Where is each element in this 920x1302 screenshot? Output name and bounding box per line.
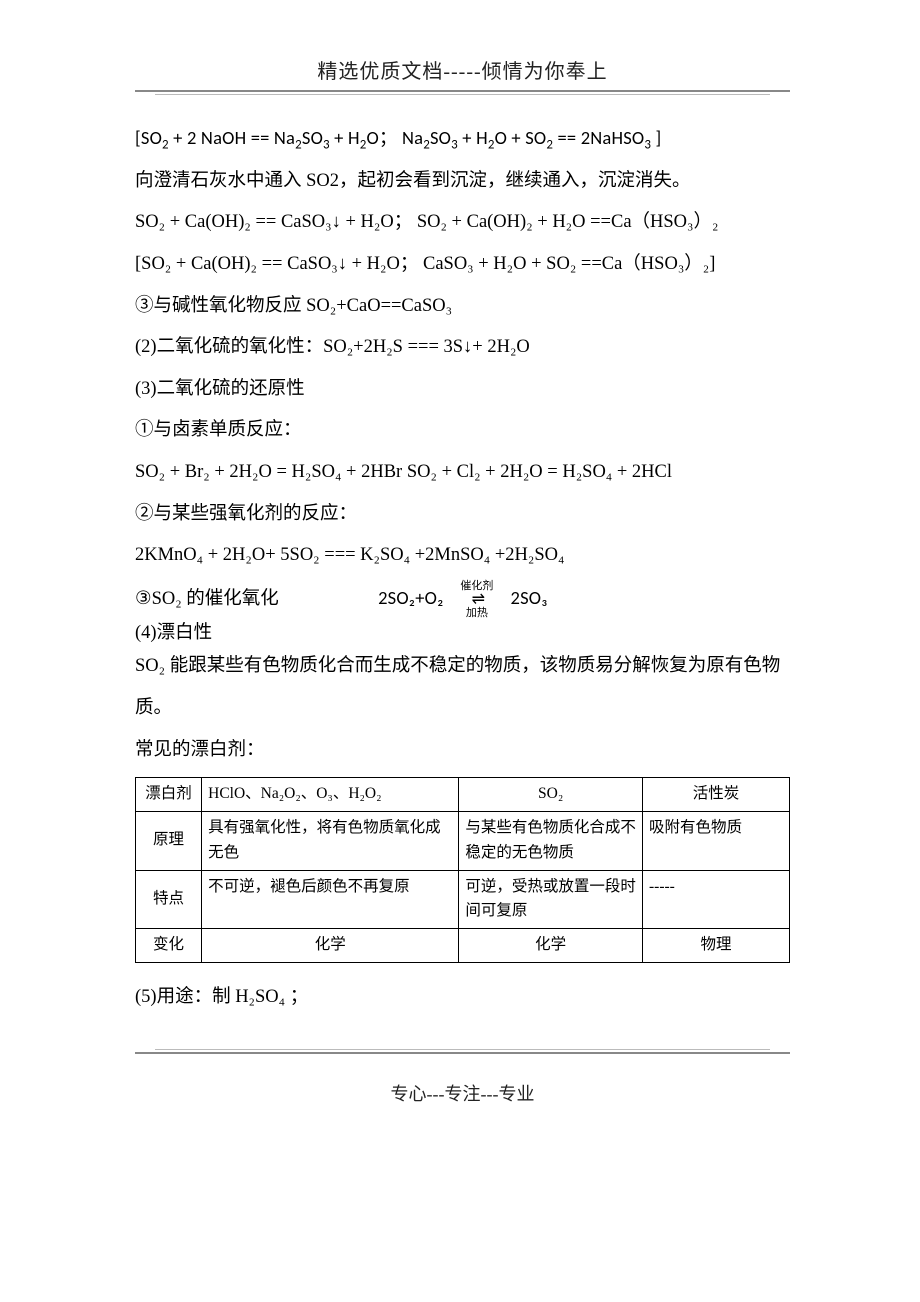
table-cell: 变化 [136,929,202,963]
equation-line-12: ③SO₂ 的催化氧化 2SO₂+O₂ 催化剂 ⇌ 加热 2SO₃ [135,577,790,621]
text-line-14: SO₂ 能跟某些有色物质化合而生成不稳定的物质，该物质易分解恢复为原有色物质。 [135,646,790,729]
text-line-16: (5)用途：制 H₂SO₄ ； [135,977,790,1019]
table-row: 变化 化学 化学 物理 [136,929,790,963]
text-line-6: (2)二氧化硫的氧化性：SO₂+2H₂S === 3S↓+ 2H₂O [135,327,790,369]
footer-rule [135,1049,790,1054]
table-cell: 与某些有色物质化合成不稳定的无色物质 [459,812,643,871]
table-cell: 漂白剂 [136,778,202,812]
table-header-row: 漂白剂 HClO、Na₂O₂、O₃、H₂O₂ SO₂ 活性炭 [136,778,790,812]
text-line-13: (4)漂白性 [135,621,790,647]
table-cell: 化学 [202,929,459,963]
table-cell: 特点 [136,870,202,929]
table-cell: 吸附有色物质 [643,812,790,871]
table-cell: HClO、Na₂O₂、O₃、H₂O₂ [202,778,459,812]
text-line-8: ①与卤素单质反应： [135,410,790,452]
table-cell: SO₂ [459,778,643,812]
text-line-5: ③与碱性氧化物反应 SO₂+CaO==CaSO₃ [135,286,790,328]
table-row: 原理 具有强氧化性，将有色物质氧化成无色 与某些有色物质化合成不稳定的无色物质 … [136,812,790,871]
table-row: 特点 不可逆，褪色后颜色不再复原 可逆，受热或放置一段时间可复原 ----- [136,870,790,929]
table-cell: 具有强氧化性，将有色物质氧化成无色 [202,812,459,871]
text-line-2: 向澄清石灰水中通入 SO2，起初会看到沉淀，继续通入，沉淀消失。 [135,161,790,203]
table-cell: 化学 [459,929,643,963]
table-cell: 不可逆，褪色后颜色不再复原 [202,870,459,929]
table-cell: 物理 [643,929,790,963]
text-line-10: ②与某些强氧化剂的反应： [135,494,790,536]
page-footer: 专心---专注---专业 [135,1076,790,1106]
bleach-table: 漂白剂 HClO、Na₂O₂、O₃、H₂O₂ SO₂ 活性炭 原理 具有强氧化性… [135,777,790,963]
table-cell: 可逆，受热或放置一段时间可复原 [459,870,643,929]
text-line-15: 常见的漂白剂： [135,730,790,772]
equation-line-4: [SO₂ + Ca(OH)₂ == CaSO₃↓ + H₂O； CaSO₃ + … [135,244,790,286]
equation-line-11: 2KMnO₄ + 2H₂O+ 5SO₂ === K₂SO₄ +2MnSO₄ +2… [135,535,790,577]
page-header: 精选优质文档-----倾情为你奉上 [135,55,790,90]
reversible-arrow: 催化剂 ⇌ 加热 [448,581,506,619]
header-rule [135,90,790,95]
table-cell: 原理 [136,812,202,871]
equation-line-9: SO₂ + Br₂ + 2H₂O = H₂SO₄ + 2HBr SO₂ + Cl… [135,452,790,494]
table-cell: 活性炭 [643,778,790,812]
table-cell: ----- [643,870,790,929]
equation-line-1: [SO2 + 2 NaOH == Na2SO3 + H2O； Na2SO3 + … [135,117,790,161]
text-line-7: (3)二氧化硫的还原性 [135,369,790,411]
equation-line-3: SO₂ + Ca(OH)₂ == CaSO₃↓ + H₂O； SO₂ + Ca(… [135,202,790,244]
